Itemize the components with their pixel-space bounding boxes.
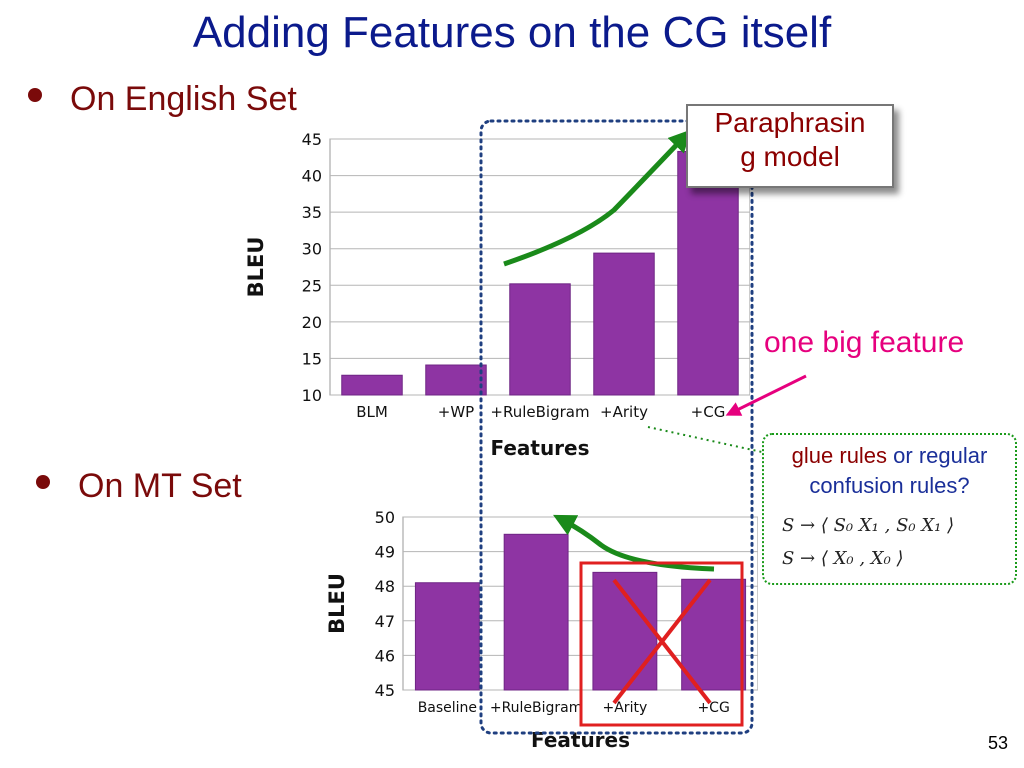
bar [425,364,487,396]
bar [503,533,569,691]
y-tick-label: 45 [302,130,322,149]
y-tick-label: 10 [302,386,322,405]
glue-rules-callout: glue rules or regular confusion rules? S… [762,433,1017,585]
highlight-dotted-box [479,119,754,735]
y-tick-label: 46 [375,646,395,665]
paraphrasing-line-1: Paraphrasin [714,107,866,138]
pointer-arrow-one-big [725,374,807,416]
x-tick-label: +Arity [603,700,648,716]
y-tick-label: 50 [375,508,395,527]
cross-line-2 [612,578,712,705]
bar [681,578,747,691]
bar [677,150,739,396]
paraphrasing-line-2: g model [740,141,840,172]
paraphrasing-model-callout: Paraphrasin g model [686,104,894,188]
drop-arrow-mt [553,514,715,572]
y-tick-label: 35 [302,203,322,222]
y-tick-label: 45 [375,681,395,700]
glue-question: glue rules or regular confusion rules? [764,441,1015,501]
y-tick-label: 25 [302,276,322,295]
one-big-feature-label: one big feature [764,326,965,359]
growth-arrow-english [503,129,692,267]
y-axis-label: BLEU [325,573,349,634]
y-tick-label: 30 [302,240,322,259]
y-tick-label: 49 [375,543,395,562]
bullet-mt-text: On MT Set [78,467,242,505]
y-tick-label: 20 [302,313,322,332]
bar [341,374,403,396]
bullet-mt-set: On MT Set [36,467,242,506]
crossed-out-box [579,561,744,727]
x-tick-label: +CG [691,403,726,421]
or-regular-text: or regular [887,443,988,468]
x-tick-label: BLM [356,403,388,421]
x-tick-label: +RuleBigram [490,403,589,421]
y-tick-label: 47 [375,612,395,631]
english-bleu-chart: 10 15 20 25 30 35 40 45 BLM +WP +RuleBigram +Arity +… [244,130,750,460]
glue-rules-text: glue rules [791,443,888,468]
bar [509,283,571,396]
bullet-dot-icon [28,88,42,103]
y-axis-label: BLEU [244,237,268,298]
x-tick-label: +WP [438,403,474,421]
x-tick-label: +Arity [600,403,648,421]
bullet-dot-icon [36,475,50,490]
glue-rule-2: S → ⟨ X₀ , X₀ ⟩ [782,548,904,569]
confusion-rules-text: confusion rules? [809,473,970,498]
page-number: 53 [987,733,1008,753]
bullet-english-set: On English Set [28,80,297,119]
x-axis-label: Features [490,436,589,460]
y-tick-label: 15 [302,349,322,368]
connector-dotted-line [647,426,763,453]
x-tick-label: +CG [697,700,729,716]
y-tick-label: 48 [375,577,395,596]
bar [414,582,480,691]
bullet-english-text: On English Set [70,80,297,118]
x-tick-label: Baseline [418,700,477,716]
y-tick-label: 40 [302,167,322,186]
glue-rule-1: S → ⟨ S₀ X₁ , S₀ X₁ ⟩ [782,515,955,536]
x-tick-label: +RuleBigram [490,700,583,716]
slide-title: Adding Features on the CG itself [192,8,832,57]
bar [593,252,655,396]
